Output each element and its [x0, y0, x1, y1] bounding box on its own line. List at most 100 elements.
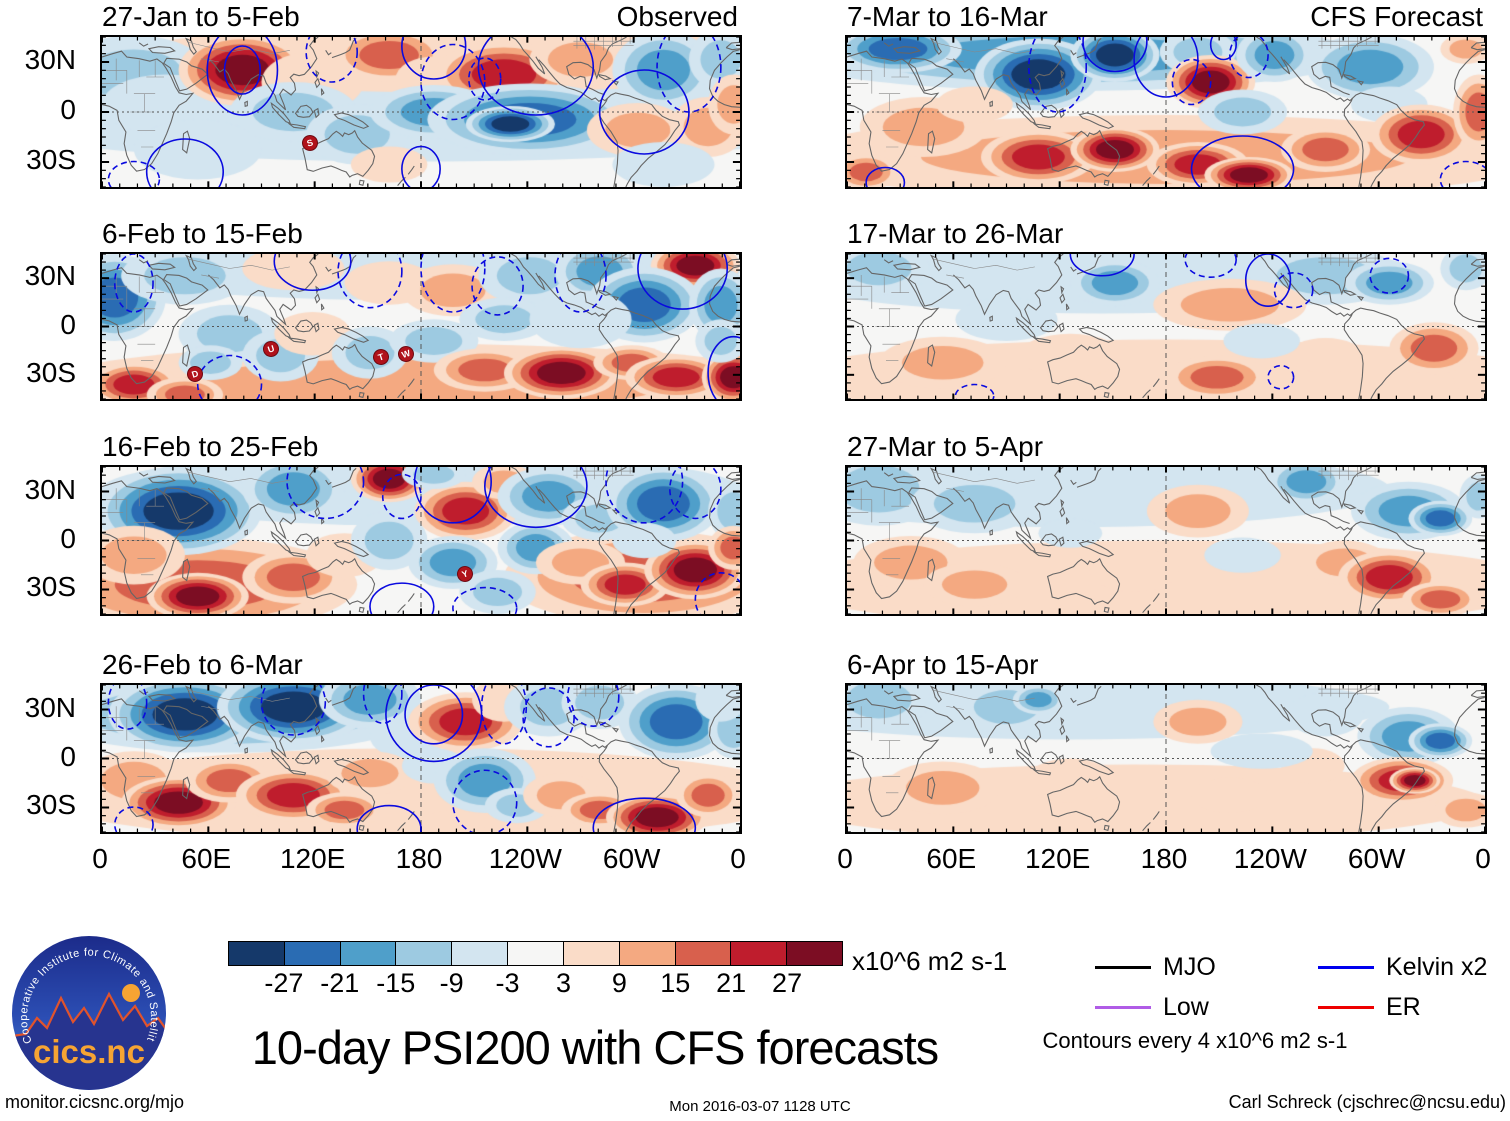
- footer-url: monitor.cicsnc.org/mjo: [5, 1092, 185, 1112]
- anomaly-map: [845, 465, 1487, 616]
- panel-title-row: 6-Apr to 15-Apr: [845, 650, 1483, 683]
- footer-timestamp: Mon 2016-03-07 1128 UTC: [669, 1098, 851, 1115]
- panel-date-range: 6-Apr to 15-Apr: [847, 649, 1039, 680]
- wave-contour: [453, 588, 517, 614]
- map-overlay: [102, 467, 740, 614]
- wave-contour: [108, 162, 159, 188]
- lon-tick-label: 60E: [181, 843, 232, 874]
- wave-contour: [357, 806, 421, 832]
- colorbar-labels: -27 -21 -15 -9 -3 3 9 15 21 27: [228, 968, 843, 1000]
- axis-ticks: [102, 254, 740, 399]
- lat-tick-label: 30S: [26, 789, 76, 821]
- anomaly-map: [845, 252, 1487, 401]
- panel-title-row: 27-Jan to 5-Feb Observed: [100, 2, 738, 35]
- wave-contour: [1274, 273, 1312, 308]
- map-panel: 27-Mar to 5-Apr: [845, 431, 1487, 616]
- wave-contour: [955, 385, 993, 400]
- lat-tick-label: 30S: [26, 143, 76, 175]
- map-overlay: [847, 37, 1485, 187]
- wave-contour: [1185, 254, 1236, 277]
- panel-date-range: 17-Mar to 26-Mar: [847, 218, 1064, 249]
- lon-tick-label: 60W: [1347, 843, 1406, 874]
- wave-contour: [421, 254, 485, 312]
- colorbar-level-label: -15: [376, 968, 416, 998]
- colorbar-segment: [229, 942, 285, 965]
- map-overlay: [102, 37, 740, 187]
- lat-tick-label: 30N: [24, 44, 76, 76]
- wave-contour: [600, 70, 689, 154]
- logo-sun-icon: [122, 984, 140, 1002]
- wave-contour: [405, 685, 462, 744]
- wave-contour: [402, 147, 440, 188]
- wave-contour: [568, 685, 619, 726]
- contour-interval-note: Contours every 4 x10^6 m2 s-1: [1042, 1028, 1348, 1053]
- colorbar-segment: [675, 942, 732, 965]
- colorbar-segment: [340, 942, 397, 965]
- colorbar-level-label: 15: [660, 968, 691, 998]
- figure-title: 10-day PSI200 with CFS forecasts: [251, 1021, 939, 1074]
- wave-contour: [224, 46, 260, 94]
- colorbar-level-label: -21: [320, 968, 360, 998]
- map-panel: 27-Jan to 5-Feb Observed S: [100, 2, 742, 189]
- colorbar-segment: [787, 942, 842, 965]
- wave-contour: [1268, 366, 1294, 389]
- wave-contour: [338, 254, 402, 308]
- colorbar-segment: [508, 942, 564, 965]
- axis-ticks: [847, 254, 1485, 399]
- colorbar: [228, 941, 843, 966]
- lat-tick-label: 30N: [24, 473, 76, 505]
- wave-contour: [606, 467, 683, 523]
- lat-tick-label: 30S: [26, 571, 76, 603]
- panel-title-row: 6-Feb to 15-Feb: [100, 219, 738, 252]
- wave-contour: [1070, 254, 1134, 276]
- wave-contour: [478, 37, 593, 115]
- wave-contour: [287, 467, 364, 518]
- wave-contour: [386, 685, 482, 761]
- map-overlay: [847, 467, 1485, 614]
- lon-tick-label: 120W: [488, 843, 562, 874]
- wave-contour: [1192, 136, 1294, 187]
- colorbar-level-label: 27: [772, 968, 803, 998]
- wave-contour: [108, 685, 146, 729]
- legend-label-low: Low: [1163, 993, 1209, 1021]
- axis-ticks: [847, 685, 1485, 832]
- lat-tick-label: 0: [60, 94, 76, 125]
- colorbar-segment: [396, 942, 453, 965]
- lon-tick-label: 0: [837, 843, 853, 874]
- colorbar-segment: [619, 942, 676, 965]
- lon-tick-label: 60W: [602, 843, 661, 874]
- logo-mountains: [12, 994, 166, 1090]
- lon-tick-label: 180: [395, 843, 443, 874]
- axis-ticks: [102, 685, 740, 832]
- panel-date-range: 27-Mar to 5-Apr: [847, 431, 1044, 462]
- lat-tick-label: 30S: [26, 356, 76, 388]
- panel-title-row: 26-Feb to 6-Mar: [100, 650, 738, 683]
- logo-ridge-line: [12, 991, 166, 1038]
- lon-tick-label: 60E: [926, 843, 977, 874]
- logo-name: cics.nc: [33, 1033, 145, 1070]
- panel-date-range: 16-Feb to 25-Feb: [102, 431, 319, 462]
- lat-tick-label: 0: [60, 522, 76, 554]
- map-panel: 6-Apr to 15-Apr: [845, 650, 1487, 834]
- map-panel: 16-Feb to 25-Feb Y: [100, 431, 742, 616]
- wave-contour: [472, 257, 523, 315]
- wave-contour: [383, 474, 421, 518]
- wave-contour: [670, 467, 721, 518]
- colorbar-segment: [563, 942, 620, 965]
- lon-tick-label: 120E: [1024, 843, 1091, 874]
- legend-label-er: ER: [1386, 993, 1421, 1021]
- column-label: Observed: [616, 1, 738, 32]
- anomaly-map: [845, 35, 1487, 189]
- axis-ticks: [102, 467, 740, 614]
- map-overlay: [847, 254, 1485, 399]
- low-line-swatch: [1095, 1006, 1151, 1009]
- axis-ticks: [102, 37, 740, 187]
- colorbar-level-label: -27: [264, 968, 304, 998]
- map-overlay: [847, 685, 1485, 832]
- colorbar-segment: [284, 942, 341, 965]
- anomaly-map: S: [100, 35, 742, 189]
- wave-contour: [482, 685, 527, 744]
